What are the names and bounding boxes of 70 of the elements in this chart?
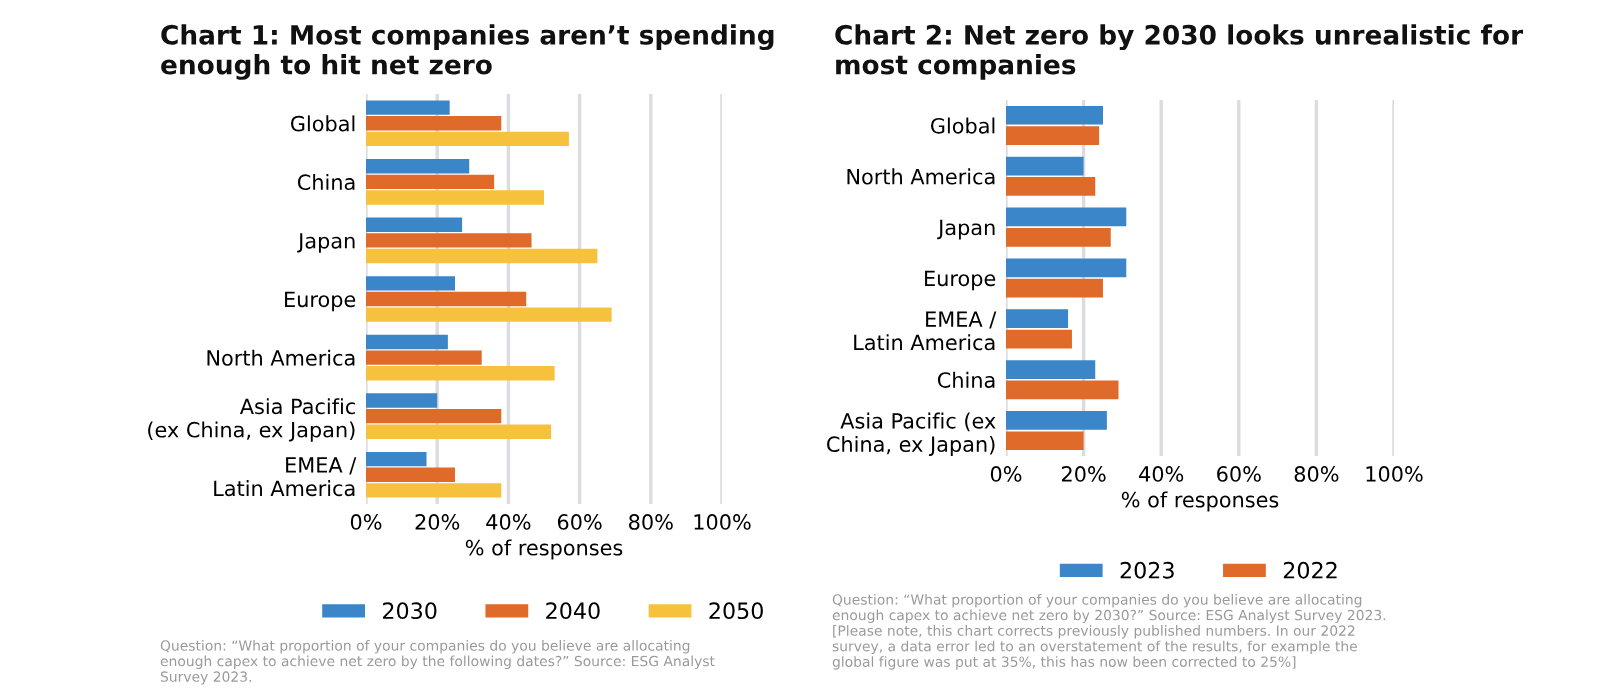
- bar: [1006, 258, 1127, 278]
- bar: [1006, 360, 1096, 379]
- y-tick-label: North America: [847, 168, 995, 185]
- bar: [1006, 227, 1111, 247]
- bar: [366, 366, 555, 381]
- y-tick-label: Europe: [285, 291, 356, 312]
- bar: [366, 393, 438, 408]
- bar: [1006, 380, 1119, 400]
- x-tick-label: 80%: [629, 514, 673, 530]
- x-tick-label: 60%: [557, 514, 602, 530]
- x-tick-label: 100%: [694, 514, 751, 530]
- x-tick-label: 40%: [1139, 466, 1184, 482]
- x-tick-label: 60%: [1217, 466, 1261, 482]
- bar: [1006, 105, 1103, 125]
- y-tick-label: Japan: [297, 233, 355, 253]
- y-tick-label: China: [937, 371, 995, 388]
- bar: [1006, 411, 1107, 430]
- bar: [366, 408, 502, 424]
- bar: [366, 100, 450, 115]
- chart-title: Chart 2: Net zero by 2030 looks unrealistic for most companies: [835, 24, 1524, 80]
- x-tick-label: 80%: [1294, 466, 1339, 482]
- legend-label: 2022: [1283, 561, 1337, 579]
- chart-title: Chart 1: Most companies aren’t spending enough to hit net zero: [161, 24, 774, 80]
- bar: [366, 467, 455, 482]
- y-tick-label: Global: [930, 117, 995, 134]
- x-tick-label: 0%: [350, 514, 382, 530]
- bar: [366, 291, 527, 307]
- bar: [366, 248, 598, 264]
- bar: [366, 217, 463, 232]
- bar: [366, 190, 544, 205]
- bar: [1006, 177, 1096, 196]
- bar: [1006, 207, 1127, 227]
- bar: [366, 116, 502, 131]
- y-tick-label: Asia Pacific (ex China, ex Japan): [827, 412, 996, 457]
- bar: [366, 483, 502, 498]
- y-tick-label: Global: [290, 115, 355, 132]
- bar: [366, 334, 448, 350]
- bar: [366, 451, 427, 467]
- bar: [366, 424, 552, 439]
- x-tick-label: 0%: [990, 466, 1022, 482]
- y-tick-label: Japan: [937, 219, 995, 240]
- bar: [366, 307, 612, 322]
- bar: [366, 350, 482, 365]
- x-tick-label: 20%: [415, 514, 460, 530]
- bar: [366, 233, 532, 248]
- x-axis-title: % of responses: [465, 539, 623, 560]
- x-axis-title: % of responses: [1121, 491, 1279, 512]
- y-tick-label: North America: [207, 349, 355, 366]
- x-tick-label: 40%: [486, 514, 531, 530]
- x-tick-label: 100%: [1366, 466, 1423, 482]
- bar: [1006, 431, 1084, 451]
- legend-label: 2040: [546, 602, 600, 620]
- legend-label: 2050: [709, 602, 763, 620]
- bar: [366, 159, 470, 174]
- x-tick-label: 20%: [1061, 466, 1106, 482]
- bar: [366, 276, 455, 291]
- bar: [1006, 126, 1100, 145]
- bar: [366, 174, 495, 190]
- y-tick-label: EMEA / Latin America: [854, 311, 997, 351]
- y-tick-label: China: [297, 173, 355, 191]
- bar: [1006, 309, 1069, 329]
- y-tick-label: EMEA / Latin America: [214, 457, 357, 497]
- legend-label: 2023: [1120, 561, 1174, 579]
- bar: [1006, 156, 1084, 176]
- bar: [1006, 329, 1072, 349]
- bar: [1006, 278, 1103, 298]
- bar: [366, 131, 569, 147]
- y-tick-label: Asia Pacific (ex China, ex Japan): [148, 398, 355, 442]
- y-tick-label: Europe: [925, 270, 996, 291]
- legend-label: 2030: [383, 602, 437, 620]
